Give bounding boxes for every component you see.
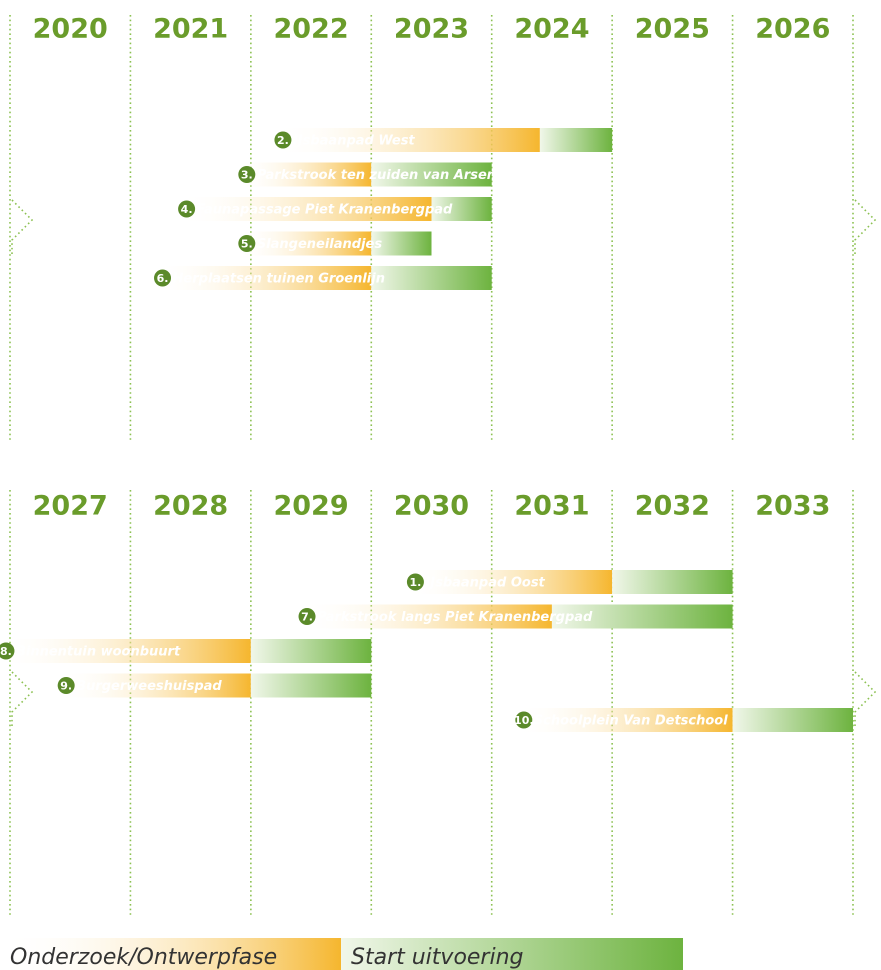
task-label: Schoolplein Van Detschool [534, 714, 728, 729]
task-label: Herplaatsen tuinen Groenlijn [173, 272, 385, 287]
execution-bar [431, 197, 492, 221]
task-number: 3. [241, 169, 253, 182]
research-bar [299, 604, 552, 629]
task-badge [57, 677, 75, 694]
execution-bar [612, 570, 733, 594]
year-label: 2022 [273, 14, 348, 45]
task-badge [0, 642, 15, 660]
task-badge [274, 131, 292, 149]
execution-bar [371, 266, 492, 290]
research-bar [58, 673, 251, 698]
execution-bar [732, 708, 853, 732]
execution-bar [250, 639, 372, 663]
task-number: 9. [60, 680, 72, 693]
research-bar [0, 639, 251, 663]
year-label: 2020 [33, 14, 108, 45]
year-label: 2025 [635, 14, 710, 45]
year-label: 2028 [153, 491, 228, 522]
year-label: 2029 [273, 491, 348, 522]
task-label: Faunapassage Piet Kranenbergpad [197, 203, 453, 218]
task-label: Parkstrook langs Piet Kranenbergpad [317, 610, 593, 625]
task-badge [178, 200, 196, 218]
year-label: 2033 [755, 491, 830, 522]
research-bar [238, 231, 372, 256]
research-bar [238, 162, 372, 187]
task-label: IJsbaanpad West [293, 134, 415, 149]
year-label: 2031 [514, 491, 589, 522]
task-number: 6. [157, 272, 169, 285]
legend-label: Onderzoek/Ontwerpfase [10, 945, 277, 970]
task-label: IJsbaanpad Oost [425, 576, 545, 591]
task-number: 1. [409, 576, 421, 589]
year-label: 2023 [394, 14, 469, 45]
task-number: 2. [277, 134, 289, 147]
year-label: 2032 [635, 491, 710, 522]
execution-bar [551, 604, 733, 629]
execution-bar [539, 128, 613, 152]
task-badge [515, 711, 533, 729]
legend-label: Start uitvoering [351, 945, 524, 970]
task-label: Binnentuin woonbuurt [16, 645, 181, 660]
year-label: 2030 [394, 491, 469, 522]
research-bar [407, 570, 613, 594]
task-number: 7. [301, 611, 313, 624]
task-number: 4. [181, 203, 193, 216]
legend-swatch [0, 938, 341, 970]
research-bar [274, 128, 540, 152]
execution-bar [371, 162, 492, 187]
execution-bar [371, 231, 432, 256]
year-label: 2026 [755, 14, 830, 45]
task-label: Burgerweeshuispad [76, 679, 222, 694]
legend-swatch [341, 938, 683, 970]
task-badge [298, 608, 316, 625]
year-label: 2021 [153, 14, 228, 45]
task-badge [154, 269, 172, 287]
task-label: Parkstrook ten zuiden van Arsenal [257, 168, 510, 183]
year-label: 2024 [514, 14, 589, 45]
task-badge [238, 235, 256, 252]
task-badge [406, 573, 424, 591]
year-label: 2027 [33, 491, 108, 522]
research-bar [178, 197, 432, 221]
task-number: 5. [241, 238, 253, 251]
research-bar [515, 708, 733, 732]
research-bar [154, 266, 372, 290]
break-markers [11, 199, 877, 727]
task-label: Slangeneilandjes [257, 237, 383, 252]
task-number: 8. [0, 645, 12, 658]
execution-bar [250, 673, 372, 698]
task-number: 10. [514, 714, 534, 727]
task-badge [238, 166, 256, 183]
